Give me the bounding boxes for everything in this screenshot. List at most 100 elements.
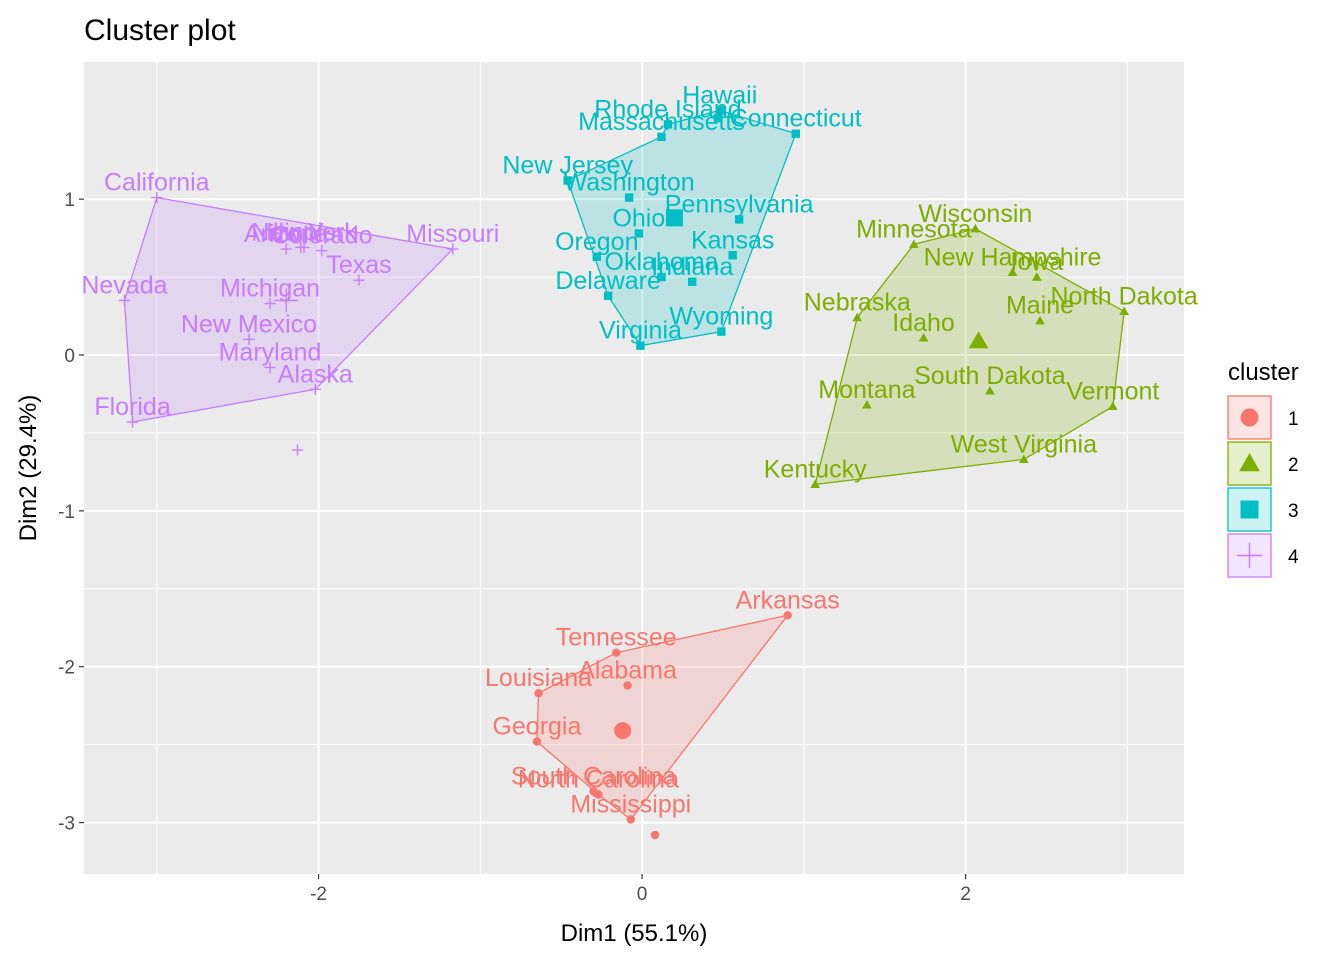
point-label: Vermont xyxy=(1066,377,1159,405)
grid-lines xyxy=(84,62,1184,874)
point-cluster-3 xyxy=(657,132,666,142)
point-cluster-4 xyxy=(151,191,163,204)
legend-symbol-2 xyxy=(1239,453,1260,472)
point-label: Oregon xyxy=(555,228,638,256)
point-label: Washington xyxy=(564,169,695,197)
point-label: Ohio xyxy=(612,204,665,232)
x-tick-label: -2 xyxy=(310,884,327,905)
y-axis-title: Dim2 (29.4%) xyxy=(15,395,42,542)
point-label: Montana xyxy=(818,376,915,404)
point-label: Kansas xyxy=(691,226,774,254)
point-cluster-3 xyxy=(791,129,800,138)
point-label: Hawaii xyxy=(682,81,757,109)
point-label: Massachusetts xyxy=(578,108,745,136)
point-cluster-4 xyxy=(309,383,321,395)
point-label: South Carolina xyxy=(511,762,676,790)
cluster-hulls xyxy=(123,109,1125,821)
point-label: New York xyxy=(251,218,357,246)
point-cluster-4 xyxy=(353,274,365,286)
point-cluster-4 xyxy=(118,294,131,307)
point-label: New Jersey xyxy=(502,151,633,179)
point-cluster-2 xyxy=(1007,267,1018,277)
point-label: North Carolina xyxy=(518,766,679,794)
x-tick-label: 0 xyxy=(637,884,648,905)
legend-symbol-3 xyxy=(1240,500,1259,519)
point-cluster-1 xyxy=(626,815,635,824)
point-label: Michigan xyxy=(220,275,320,303)
centroid-cluster-3 xyxy=(665,209,683,227)
point-cluster-2 xyxy=(1031,272,1042,281)
point-cluster-3 xyxy=(688,277,697,286)
y-tick-label: -3 xyxy=(58,814,75,835)
cluster-2-hull xyxy=(814,228,1125,486)
point-cluster-4 xyxy=(264,361,276,374)
legend-title: cluster xyxy=(1228,359,1299,386)
point-cluster-3 xyxy=(657,272,666,282)
chart-title: Cluster plot xyxy=(84,14,236,47)
cluster-centroids xyxy=(274,209,989,740)
point-label: Maine xyxy=(1006,292,1074,320)
point-label: Colorado xyxy=(271,222,372,250)
point-label: Wisconsin xyxy=(918,200,1032,228)
point-cluster-3 xyxy=(728,251,737,260)
point-label: Alabama xyxy=(578,656,677,684)
cluster-4-hull xyxy=(123,196,455,423)
axis-ticks: -2 0 2 -3 -2 -1 0 1 xyxy=(58,190,971,905)
point-label: Delaware xyxy=(555,267,661,295)
point-cluster-4 xyxy=(316,244,328,257)
legend: cluster 1 2 3 4 xyxy=(1227,359,1299,578)
point-label: Idaho xyxy=(892,309,955,337)
legend-label-4: 4 xyxy=(1288,547,1299,568)
legend-symbol-1 xyxy=(1240,408,1259,427)
point-label: Illinois xyxy=(266,218,335,246)
point-cluster-3 xyxy=(717,327,726,336)
point-label: Oklahoma xyxy=(605,248,719,276)
point-cluster-2 xyxy=(985,386,995,395)
centroid-cluster-1 xyxy=(614,722,632,740)
point-cluster-4 xyxy=(291,444,304,456)
y-tick-label: 0 xyxy=(64,346,75,367)
legend-label-2: 2 xyxy=(1288,455,1299,476)
point-label: Mississippi xyxy=(570,790,691,818)
point-cluster-1 xyxy=(783,611,792,620)
point-label: Nevada xyxy=(81,271,167,299)
point-cluster-2 xyxy=(1107,401,1118,411)
point-cluster-3 xyxy=(663,120,673,129)
point-cluster-3 xyxy=(713,113,723,123)
point-label: Arkansas xyxy=(736,586,840,614)
point-label: Wyoming xyxy=(669,303,773,331)
point-cluster-2 xyxy=(909,239,919,248)
y-tick-label: -1 xyxy=(58,502,75,523)
point-cluster-2 xyxy=(1119,306,1129,315)
point-cluster-1 xyxy=(623,681,632,690)
point-cluster-1 xyxy=(650,830,660,840)
point-label: Tennessee xyxy=(556,624,677,652)
centroid-cluster-4 xyxy=(274,288,299,313)
point-label: Virginia xyxy=(599,317,682,345)
point-label: Arizona xyxy=(244,220,329,248)
point-label: Minnesota xyxy=(856,215,971,243)
point-cluster-2 xyxy=(1019,454,1029,464)
point-cluster-2 xyxy=(1035,315,1045,325)
point-cluster-4 xyxy=(264,297,276,310)
point-label: Missouri xyxy=(406,220,499,248)
point-cluster-4 xyxy=(295,241,307,254)
point-cluster-3 xyxy=(634,229,644,238)
point-label: Maryland xyxy=(219,338,322,366)
y-tick-label: 1 xyxy=(64,190,75,211)
centroid-cluster-2 xyxy=(968,331,989,349)
point-cluster-3 xyxy=(734,215,744,224)
point-label: Connecticut xyxy=(730,105,862,133)
point-cluster-1 xyxy=(532,737,542,746)
point-cluster-4 xyxy=(447,243,459,255)
point-cluster-2 xyxy=(810,479,821,488)
point-label: Rhode Island xyxy=(594,95,741,123)
point-cluster-1 xyxy=(594,790,603,799)
point-cluster-2 xyxy=(918,333,929,342)
legend-label-1: 1 xyxy=(1288,409,1299,430)
plot-panel xyxy=(84,62,1184,874)
point-label: Pennsylvania xyxy=(665,190,814,218)
point-label: Indiana xyxy=(651,253,733,281)
point-label: Iowa xyxy=(1010,248,1063,276)
